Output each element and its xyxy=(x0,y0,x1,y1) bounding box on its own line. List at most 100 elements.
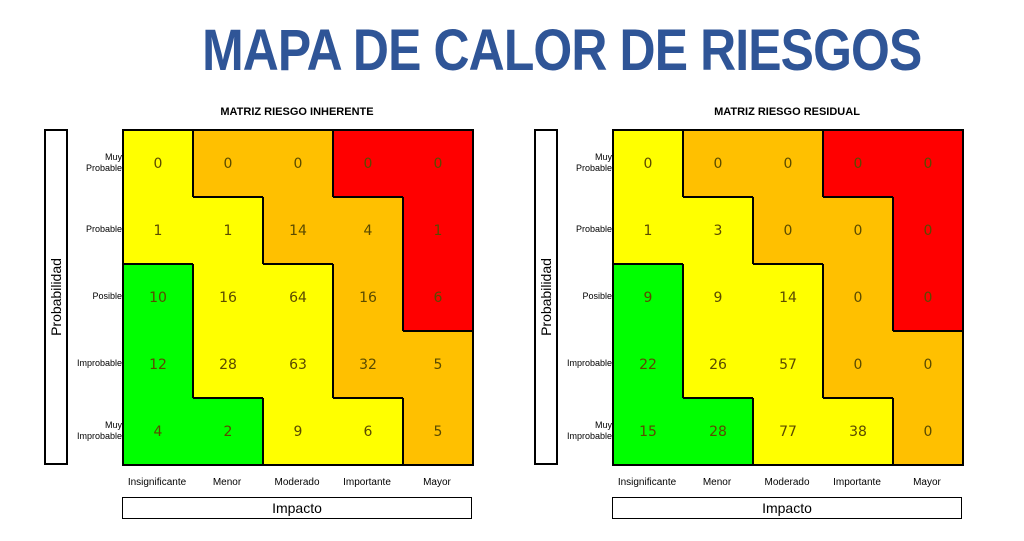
row-label-muy-probable: Muy Probable xyxy=(85,151,122,173)
heatmap-cell xyxy=(403,331,473,398)
heatmap-cell xyxy=(613,331,683,398)
row-label-posible: Posible xyxy=(582,291,612,301)
cell-value: 1 xyxy=(154,223,163,239)
y-axis-box: Probabilidad xyxy=(534,129,558,465)
heatmap-cell xyxy=(893,398,963,465)
cell-value: 16 xyxy=(359,290,377,306)
cell-value: 1 xyxy=(434,223,443,239)
cell-value: 0 xyxy=(924,156,933,172)
row-label-improbable: Improbable xyxy=(566,358,612,368)
cell-value: 0 xyxy=(854,223,863,239)
heatmap-cell xyxy=(123,130,193,197)
cell-value: 6 xyxy=(434,290,443,306)
heatmap-cell xyxy=(683,331,753,398)
cell-value: 9 xyxy=(294,424,303,440)
y-axis-box: Probabilidad xyxy=(44,129,68,465)
heatmap-cell xyxy=(823,331,893,398)
y-axis-label: Probabilidad xyxy=(48,258,64,336)
heatmap-cell xyxy=(263,197,333,264)
col-label-menor: Menor xyxy=(212,477,242,488)
row-label-muy-probable: Muy Probable xyxy=(575,151,612,173)
cell-value: 2 xyxy=(224,424,233,440)
heatmap-cell xyxy=(823,264,893,331)
row-label-muy-improbable: Muy Improbable xyxy=(76,419,122,441)
cell-value: 4 xyxy=(154,424,163,440)
cell-value: 0 xyxy=(714,156,723,172)
heatmap-cell xyxy=(753,331,823,398)
cell-value: 0 xyxy=(154,156,163,172)
cell-value: 0 xyxy=(784,223,793,239)
cell-value: 0 xyxy=(784,156,793,172)
heatmap-cell xyxy=(893,197,963,264)
heatmap-cell xyxy=(753,398,823,465)
heatmap-cell xyxy=(613,197,683,264)
row-label-posible: Posible xyxy=(92,291,122,301)
cell-value: 0 xyxy=(364,156,373,172)
col-label-mayor: Mayor xyxy=(913,477,941,488)
cell-value: 32 xyxy=(359,357,377,373)
heatmap-cell xyxy=(123,264,193,331)
cell-value: 0 xyxy=(924,357,933,373)
heatmap-cell xyxy=(403,398,473,465)
col-label-insignificante: Insignificante xyxy=(127,477,187,488)
heatmap-cell xyxy=(263,398,333,465)
cell-value: 15 xyxy=(639,424,657,440)
cell-value: 38 xyxy=(849,424,867,440)
heatmap-cell xyxy=(123,398,193,465)
heatmap-cell xyxy=(403,264,473,331)
cell-value: 26 xyxy=(709,357,727,373)
heatmap-cell xyxy=(263,331,333,398)
heatmap-cell xyxy=(613,264,683,331)
heatmap-cell xyxy=(823,398,893,465)
row-label-improbable: Improbable xyxy=(76,358,122,368)
cell-value: 0 xyxy=(434,156,443,172)
cell-value: 5 xyxy=(434,357,443,373)
y-axis-label: Probabilidad xyxy=(538,258,554,336)
heatmap-cell xyxy=(823,197,893,264)
heatmap-cell xyxy=(613,130,683,197)
cell-value: 28 xyxy=(219,357,237,373)
cell-value: 64 xyxy=(289,290,307,306)
cell-value: 12 xyxy=(149,357,167,373)
row-label-muy-improbable: Muy Improbable xyxy=(566,419,612,441)
cell-value: 0 xyxy=(924,223,933,239)
heatmap-cell xyxy=(333,130,403,197)
cell-value: 14 xyxy=(779,290,797,306)
heatmap-cell xyxy=(683,264,753,331)
heatmap-cell xyxy=(193,398,263,465)
heatmap-cell xyxy=(753,264,823,331)
cell-value: 0 xyxy=(644,156,653,172)
col-label-importante: Importante xyxy=(343,477,391,488)
cell-value: 0 xyxy=(294,156,303,172)
matrix-title: MATRIZ RIESGO RESIDUAL xyxy=(714,106,860,118)
cell-value: 63 xyxy=(289,357,307,373)
heatmap-cell xyxy=(753,197,823,264)
heatmap-cell xyxy=(333,264,403,331)
heatmap-cell xyxy=(193,331,263,398)
cell-value: 28 xyxy=(709,424,727,440)
col-label-moderado: Moderado xyxy=(764,477,810,488)
page-title: MAPA DE CALOR DE RIESGOS xyxy=(202,18,922,83)
row-label-probable: Probable xyxy=(85,224,122,234)
heatmap-cell xyxy=(263,264,333,331)
heatmap-cell xyxy=(893,264,963,331)
heatmap-grid: 0 0 0 0 0 1 3 0 0 0 9 9 14 0 0 22 26 57 0 0 15 28 77 38 0 xyxy=(612,129,964,466)
cell-value: 1 xyxy=(644,223,653,239)
cell-value: 9 xyxy=(714,290,723,306)
cell-value: 10 xyxy=(149,290,167,306)
cell-value: 9 xyxy=(644,290,653,306)
cell-value: 0 xyxy=(854,290,863,306)
col-label-moderado: Moderado xyxy=(274,477,320,488)
heatmap-cell xyxy=(753,130,823,197)
heatmap-cell xyxy=(263,130,333,197)
heatmap-cell xyxy=(683,130,753,197)
cell-value: 0 xyxy=(854,357,863,373)
cell-value: 1 xyxy=(224,223,233,239)
cell-value: 77 xyxy=(779,424,797,440)
cell-value: 57 xyxy=(779,357,797,373)
cell-value: 0 xyxy=(924,290,933,306)
heatmap-cell xyxy=(333,331,403,398)
heatmap-cell xyxy=(333,197,403,264)
cell-value: 14 xyxy=(289,223,307,239)
row-label-probable: Probable xyxy=(575,224,612,234)
